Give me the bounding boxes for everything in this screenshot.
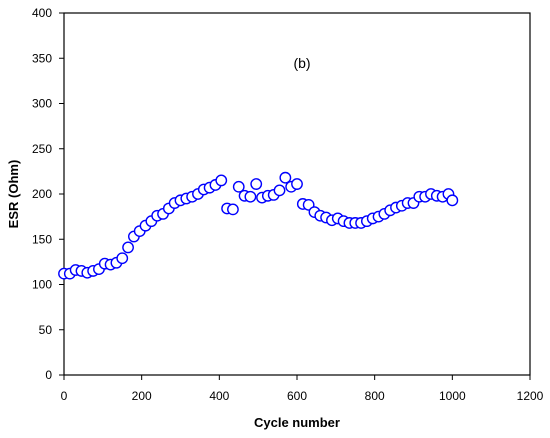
x-tick-label: 800 xyxy=(365,389,385,403)
panel-annotation: (b) xyxy=(293,55,310,71)
data-point xyxy=(227,203,239,216)
data-point xyxy=(446,194,459,207)
x-tick-label: 1200 xyxy=(517,389,544,403)
y-tick-label: 250 xyxy=(32,142,52,156)
data-point xyxy=(122,241,134,254)
y-tick-label: 100 xyxy=(32,278,52,292)
x-axis-title: Cycle number xyxy=(254,415,340,430)
y-tick-label: 400 xyxy=(32,6,52,20)
x-axis: 0 200 400 600 800 1000 1200 xyxy=(61,375,544,403)
y-axis: 0 50 100 150 200 250 300 350 400 xyxy=(32,6,64,382)
data-point xyxy=(232,180,245,193)
data-point xyxy=(244,190,257,203)
y-tick-label: 0 xyxy=(45,368,52,382)
data-point xyxy=(250,178,263,190)
data-point xyxy=(291,178,303,190)
y-tick-label: 200 xyxy=(32,187,52,201)
x-tick-label: 600 xyxy=(287,389,307,403)
y-tick-label: 300 xyxy=(32,97,52,111)
data-point xyxy=(116,252,129,265)
data-point xyxy=(215,174,228,187)
data-point xyxy=(279,171,292,184)
y-tick-label: 50 xyxy=(39,323,53,337)
x-tick-label: 0 xyxy=(61,389,68,403)
y-axis-title: ESR (Ohm) xyxy=(6,160,21,229)
x-tick-label: 400 xyxy=(209,389,229,403)
y-tick-label: 150 xyxy=(32,232,52,246)
data-points xyxy=(58,171,459,280)
x-tick-label: 1000 xyxy=(439,389,466,403)
y-tick-label: 350 xyxy=(32,51,52,65)
data-point xyxy=(273,184,286,197)
x-tick-label: 200 xyxy=(132,389,152,403)
